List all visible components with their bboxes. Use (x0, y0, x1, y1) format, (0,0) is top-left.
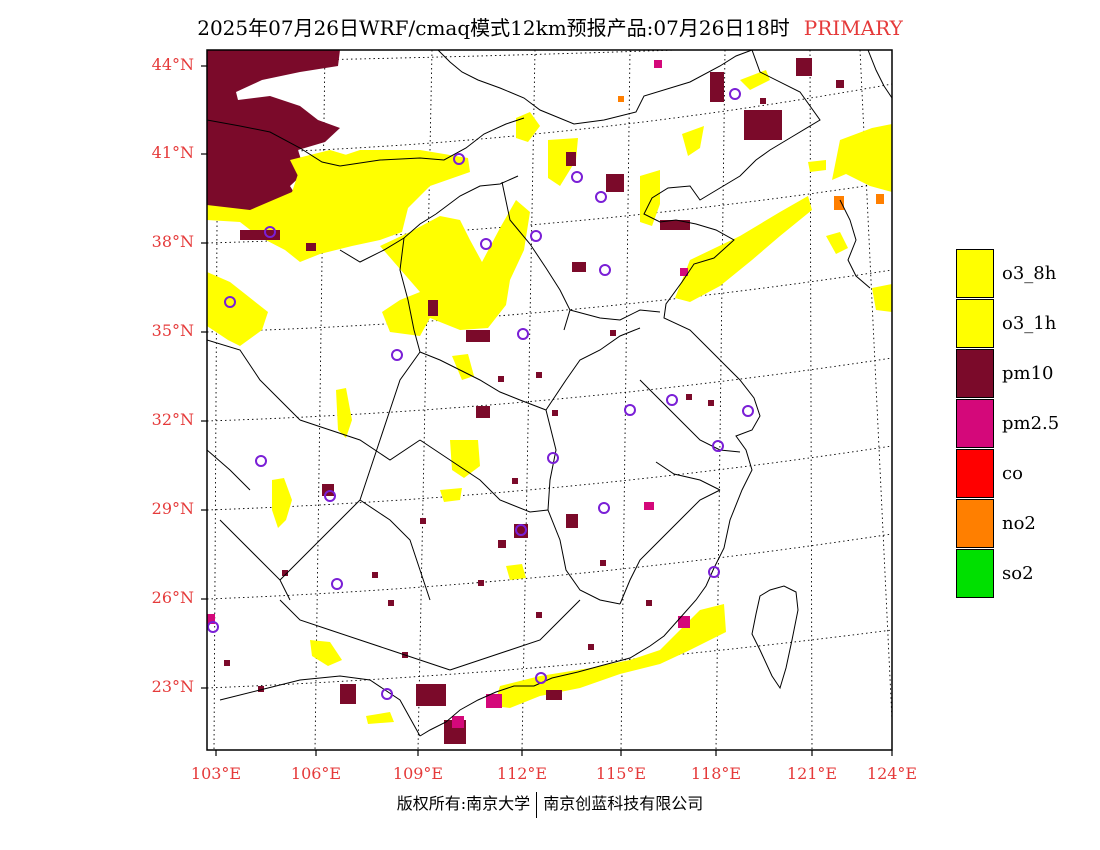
lon-label-115: 115°E (595, 764, 647, 783)
station-marker (255, 455, 267, 467)
graticule (207, 50, 892, 750)
station-marker (515, 524, 527, 536)
station-marker (224, 296, 236, 308)
legend-swatch (956, 349, 994, 398)
station-marker (391, 349, 403, 361)
legend-label: pm10 (1002, 363, 1054, 384)
legend-swatch (956, 299, 994, 348)
axis-ticks (201, 65, 893, 756)
copyright-owner: 版权所有:南京大学 (396, 794, 531, 813)
legend-swatch (956, 449, 994, 498)
map-frame (206, 49, 893, 751)
legend-label: o3_1h (1002, 313, 1057, 334)
title-main: 2025年07月26日WRF/cmaq模式12km预报产品:07月26日18时 (197, 16, 790, 40)
station-marker (331, 578, 343, 590)
legend-swatch (956, 549, 994, 598)
pm25-scattered-patches (207, 60, 690, 728)
station-marker (598, 502, 610, 514)
lat-label-44: 44°N (151, 55, 194, 74)
lat-label-35: 35°N (151, 321, 194, 340)
lat-label-38: 38°N (151, 232, 194, 251)
pm10-dots (224, 98, 766, 692)
legend-label: co (1002, 463, 1023, 484)
title-primary-tag: PRIMARY (803, 16, 903, 40)
lon-label-106: 106°E (290, 764, 342, 783)
station-marker (624, 404, 636, 416)
footer-divider (536, 791, 538, 818)
pm10-scattered-patches (240, 58, 844, 744)
station-marker (547, 452, 559, 464)
lat-label-41: 41°N (151, 143, 194, 162)
lon-label-118: 118°E (690, 764, 742, 783)
lon-label-124: 124°E (866, 764, 918, 783)
lat-label-32: 32°N (151, 410, 194, 429)
station-marker (666, 394, 678, 406)
legend-swatch (956, 249, 994, 298)
copyright-footer: 版权所有:南京大学 南京创蓝科技有限公司 (0, 790, 1100, 818)
station-marker (517, 328, 529, 340)
station-marker (324, 490, 336, 502)
lon-label-121: 121°E (786, 764, 838, 783)
station-marker (708, 566, 720, 578)
city-station-markers (207, 88, 754, 700)
legend-label: so2 (1002, 563, 1034, 584)
legend-label: no2 (1002, 513, 1036, 534)
station-marker (207, 621, 219, 633)
boundary-lines (207, 50, 892, 737)
station-marker (264, 226, 276, 238)
lat-label-29: 29°N (151, 499, 194, 518)
legend-swatch (956, 499, 994, 548)
legend-swatch (956, 399, 994, 448)
copyright-company: 南京创蓝科技有限公司 (543, 794, 704, 813)
station-marker (729, 88, 741, 100)
station-marker (381, 688, 393, 700)
station-marker (742, 405, 754, 417)
legend-label: pm2.5 (1002, 413, 1060, 434)
lon-label-109: 109°E (392, 764, 444, 783)
station-marker (599, 264, 611, 276)
no2-patches (618, 96, 884, 210)
lon-label-112: 112°E (496, 764, 548, 783)
station-marker (480, 238, 492, 250)
legend-label: o3_8h (1002, 263, 1057, 284)
station-marker (712, 440, 724, 452)
lat-label-23: 23°N (151, 677, 194, 696)
station-marker (595, 191, 607, 203)
station-marker (535, 672, 547, 684)
station-marker (530, 230, 542, 242)
station-marker (571, 171, 583, 183)
map-title: 2025年07月26日WRF/cmaq模式12km预报产品:07月26日18时 P… (0, 12, 1100, 41)
lat-label-26: 26°N (151, 588, 194, 607)
lon-label-103: 103°E (190, 764, 242, 783)
station-marker (453, 153, 465, 165)
